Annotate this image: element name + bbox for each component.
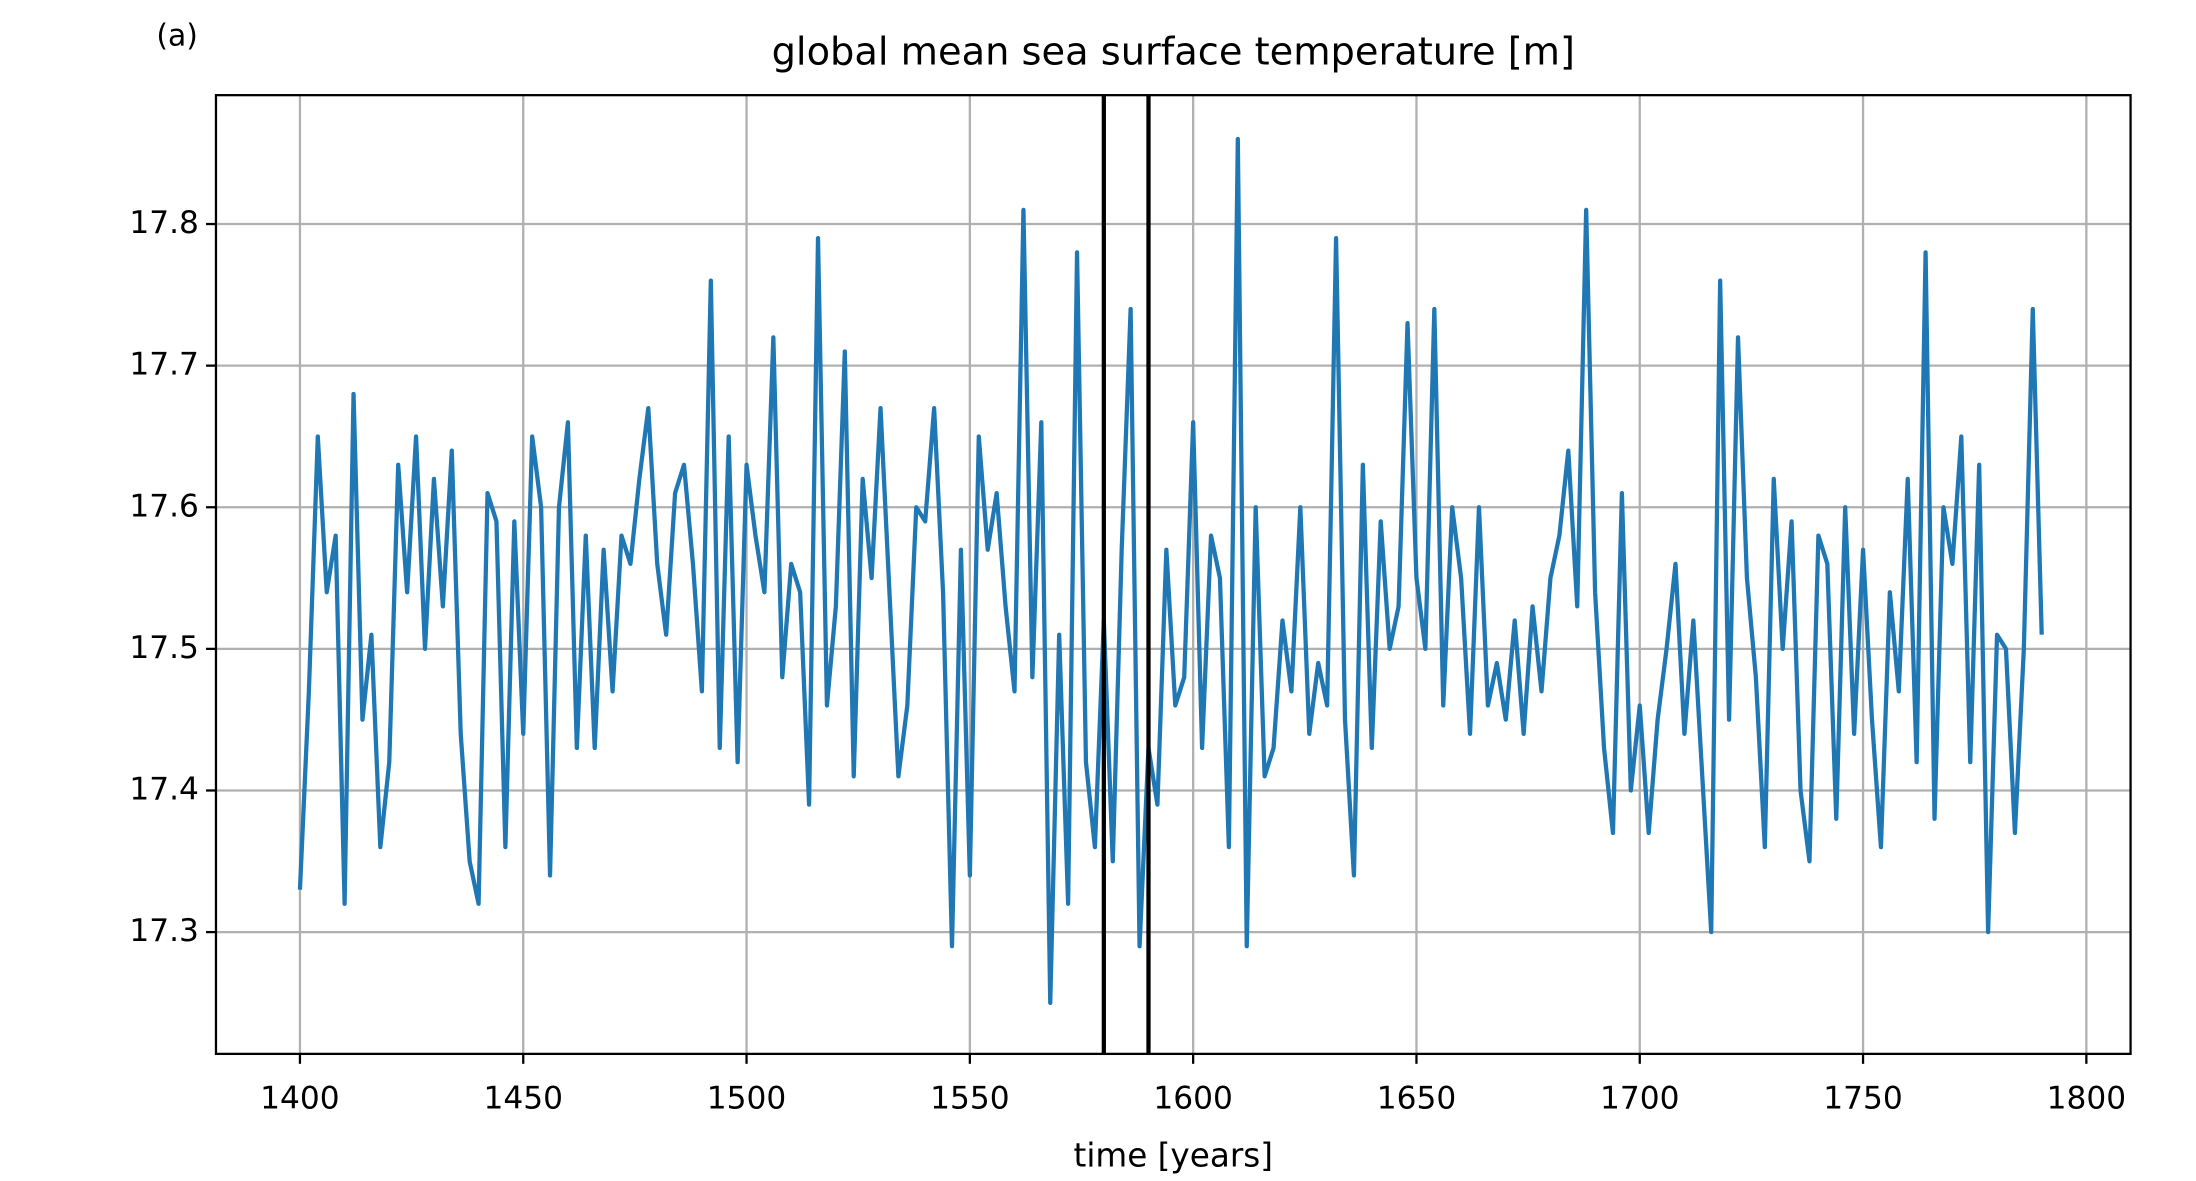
x-tick-label: 1450: [483, 1080, 563, 1116]
x-tick-label: 1500: [707, 1080, 787, 1116]
x-tick-label: 1400: [260, 1080, 340, 1116]
x-tick-label: 1750: [1823, 1080, 1903, 1116]
x-tick-label: 1600: [1153, 1080, 1233, 1116]
plot-frame: [214, 94, 2132, 1056]
y-tick-label: 17.4: [129, 771, 199, 807]
x-tick-label: 1650: [1377, 1080, 1457, 1116]
y-tick-label: 17.6: [129, 488, 199, 524]
panel-label: (a): [156, 18, 198, 53]
y-tick-label: 17.3: [129, 913, 199, 949]
x-tick-label: 1700: [1600, 1080, 1680, 1116]
x-tick-label: 1800: [2047, 1080, 2127, 1116]
y-tick-label: 17.7: [129, 347, 199, 383]
line-series: [297, 136, 2044, 1006]
x-axis-label: time [years]: [1074, 1137, 1274, 1175]
y-tick-label: 17.5: [129, 630, 199, 666]
x-tick-label: 1550: [930, 1080, 1010, 1116]
y-tick-label: 17.8: [129, 205, 199, 241]
chart-title: global mean sea surface temperature [m]: [772, 29, 1575, 74]
